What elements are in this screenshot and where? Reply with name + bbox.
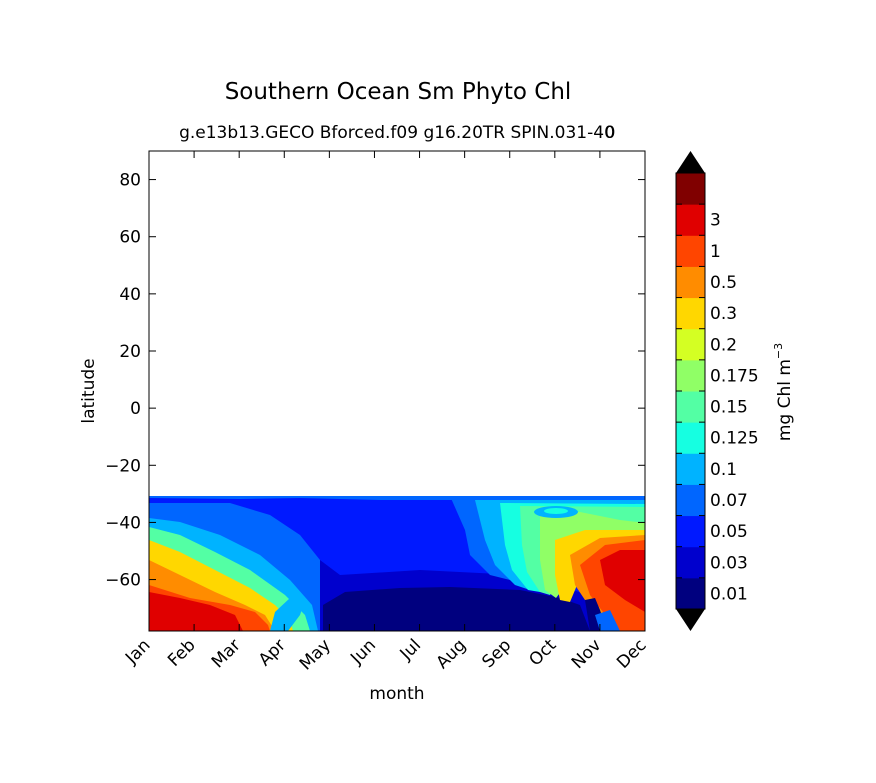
colorbar-label-exponent: −3 [772, 343, 785, 359]
y-tick-label: −40 [105, 513, 141, 533]
y-axis-label: latitude [79, 358, 99, 423]
x-axis-label: month [369, 684, 424, 704]
y-tick-label: 80 [119, 171, 141, 191]
y-tick-label: −20 [105, 456, 141, 476]
colorbar: 0.01 0.03 0.05 0.07 0.1 0.125 0.15 0.175 0.2 0.3 0… [675, 151, 759, 631]
x-tick-label: Sep [478, 635, 515, 672]
colorbar-tick-label: 0.01 [710, 584, 748, 604]
contour-band-deep-south [323, 587, 590, 631]
colorbar-segment [676, 577, 705, 610]
y-tick-label: 20 [119, 342, 141, 362]
x-tick-label: Oct [525, 635, 560, 670]
x-tick-label: Aug [433, 635, 471, 673]
colorbar-segment [676, 453, 705, 485]
contour-band-right-red [600, 550, 645, 612]
colorbar-segment [676, 422, 705, 454]
colorbar-segment [676, 515, 705, 548]
contour-field [149, 496, 645, 631]
contour-band-nov-blue-blob [595, 610, 620, 631]
colorbar-segment [676, 328, 705, 361]
contour-band-right-yellow [555, 530, 645, 602]
y-tick-label: −60 [105, 571, 141, 591]
x-tick-label: Dec [613, 635, 650, 672]
contour-band-apr-notch-cyan [270, 598, 305, 631]
colorbar-tick-label: 0.15 [710, 398, 748, 418]
colorbar-tick-label: 0.03 [710, 553, 748, 573]
x-tick-label: Jun [346, 635, 380, 669]
colorbar-segment [676, 297, 705, 330]
colorbar-tick-label: 3 [710, 211, 721, 231]
x-tick-label: Apr [255, 635, 290, 670]
chart-subtitle: g.e13b13.GECO Bforced.f09 g16.20TR SPIN.… [179, 123, 615, 143]
chart-subtitle-overlap: 0 [605, 123, 616, 143]
x-tick-label: May [296, 635, 335, 674]
x-tick-label: Jul [396, 635, 425, 664]
y-tick-label: 0 [130, 399, 141, 419]
colorbar-tick-label: 0.175 [710, 366, 759, 386]
y-tick-label: 40 [119, 285, 141, 305]
colorbar-segment [676, 235, 705, 267]
colorbar-label: mg Chl m−3 [772, 343, 795, 441]
x-tick-label: Mar [208, 635, 245, 672]
contour-band-left-red [149, 592, 243, 631]
chart-title: Southern Ocean Sm Phyto Chl [225, 79, 572, 105]
colorbar-label-text: mg Chl m [775, 359, 795, 441]
y-tick-label: 60 [119, 228, 141, 248]
x-tick-label: Nov [568, 635, 606, 673]
colorbar-extend-max [676, 151, 705, 173]
contour-blob-aqua [544, 508, 568, 514]
colorbar-tick-label: 0.3 [710, 304, 737, 324]
x-tick-label: Feb [164, 635, 199, 670]
colorbar-extend-min [676, 609, 705, 631]
colorbar-segment [676, 546, 705, 579]
colorbar-tick-label: 0.2 [710, 335, 737, 355]
colorbar-segment [676, 266, 705, 299]
colorbar-tick-label: 0.5 [710, 273, 737, 293]
colorbar-segment [676, 391, 705, 423]
colorbar-tick-label: 0.125 [710, 429, 759, 449]
x-tick-label: Jan [121, 635, 154, 668]
colorbar-segment [676, 204, 705, 236]
colorbar-tick-label: 0.1 [710, 460, 737, 480]
colorbar-segment [676, 484, 705, 517]
colorbar-segment [676, 359, 705, 392]
y-axis-ticks: 80 60 40 20 0 −20 −40 −60 [105, 171, 645, 591]
colorbar-tick-label: 0.05 [710, 522, 748, 542]
colorbar-segment [676, 173, 705, 205]
colorbar-tick-label: 1 [710, 242, 721, 262]
plot-frame [148, 150, 646, 632]
colorbar-tick-label: 0.07 [710, 491, 748, 511]
